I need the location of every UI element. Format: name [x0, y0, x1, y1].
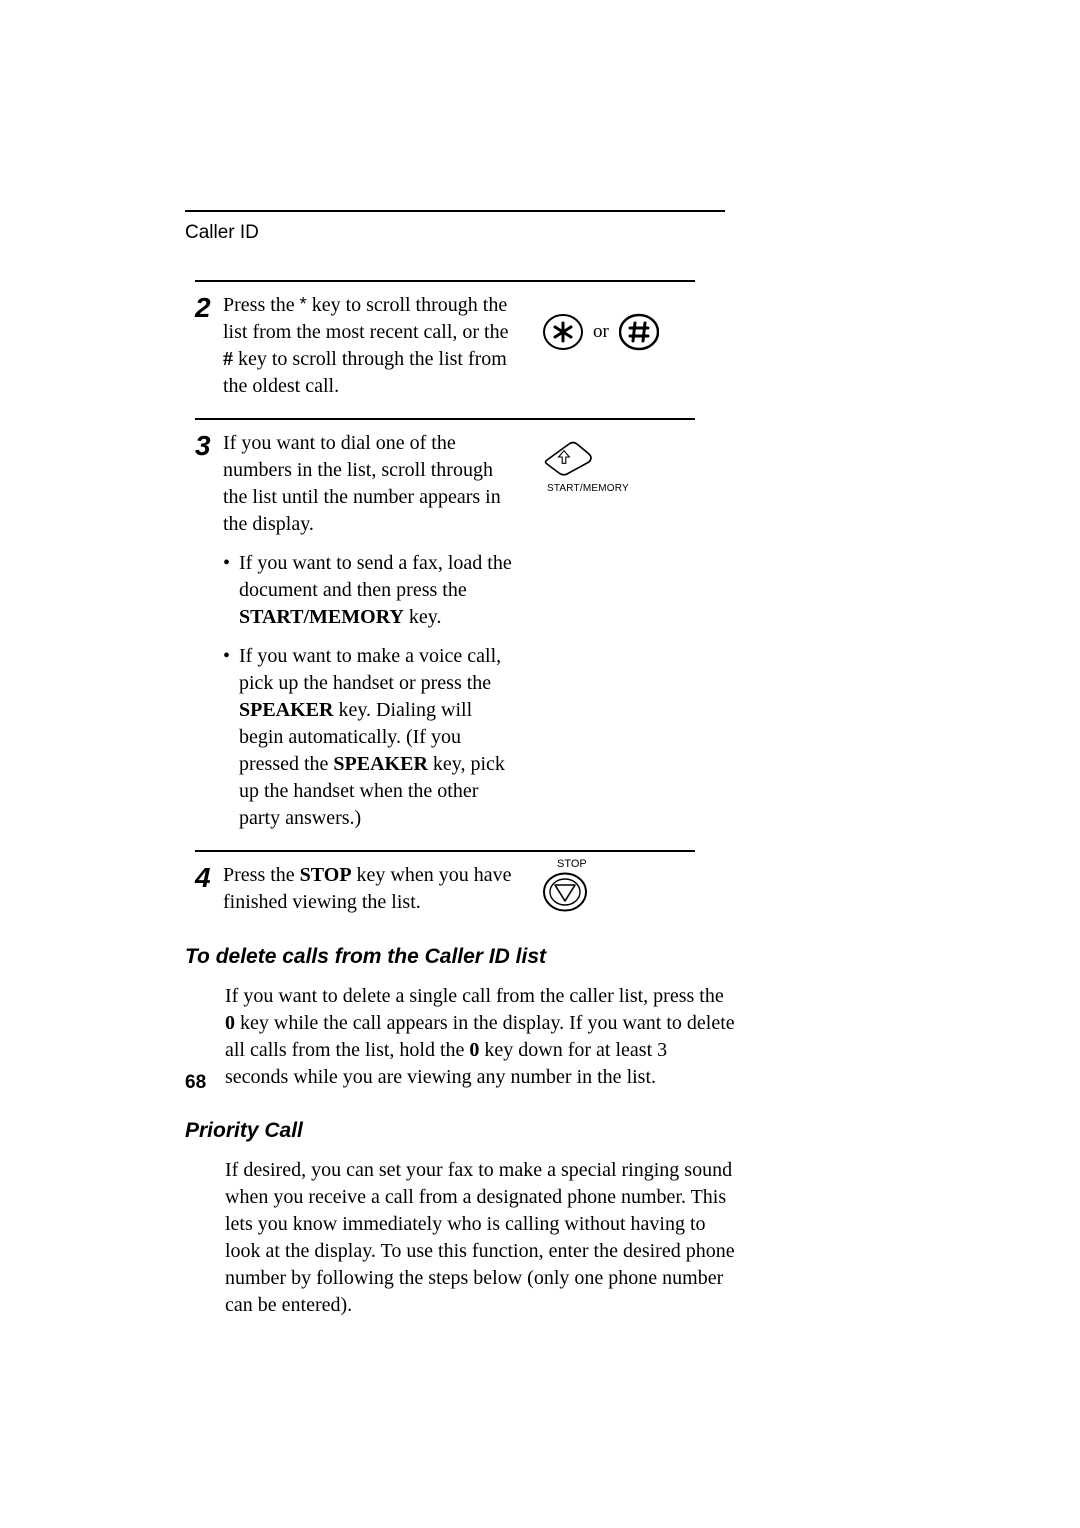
step-text: Press the * key to scroll through the li…: [223, 292, 513, 400]
text-fragment: key to scroll through the list from the …: [223, 348, 507, 397]
step-number: 3: [195, 432, 223, 460]
stop-label: STOP: [557, 858, 905, 870]
bullet-text: If you want to make a voice call, pick u…: [239, 643, 513, 832]
step-number: 2: [195, 294, 223, 322]
step-divider: [195, 418, 695, 420]
bullet-item: • If you want to send a fax, load the do…: [223, 550, 513, 631]
key-name: 0: [225, 1012, 235, 1034]
step-icons: START/MEMORY: [513, 430, 905, 494]
step-text: If you want to dial one of the numbers i…: [223, 430, 513, 832]
page-content: Caller ID 2 Press the * key to scroll th…: [185, 210, 905, 1319]
header-label: Caller ID: [185, 222, 905, 244]
asterisk-key-icon: [543, 312, 583, 352]
text-fragment: If you want to send a fax, load the docu…: [239, 552, 512, 601]
bullet-marker: •: [223, 643, 239, 832]
step-text: Press the STOP key when you have finishe…: [223, 862, 513, 916]
text-fragment: If you want to delete a single call from…: [225, 985, 724, 1007]
or-label: or: [593, 321, 609, 343]
text-fragment: key.: [404, 606, 442, 628]
step-intro: If you want to dial one of the numbers i…: [223, 430, 513, 538]
start-memory-label: START/MEMORY: [547, 483, 905, 494]
step-2: 2 Press the * key to scroll through the …: [195, 292, 905, 400]
step-4: 4 Press the STOP key when you have finis…: [195, 862, 905, 917]
header-rule: [185, 210, 725, 212]
stop-icon-wrap: STOP: [543, 858, 905, 917]
text-fragment: Press the: [223, 864, 300, 886]
step-divider: [195, 280, 695, 282]
key-name: SPEAKER: [333, 753, 427, 775]
start-memory-icon-wrap: START/MEMORY: [543, 440, 905, 494]
hash-key-icon: [619, 312, 659, 352]
start-memory-key-icon: [543, 440, 593, 476]
asterisk-key-glyph: *: [300, 294, 307, 314]
step-icons: or: [513, 292, 905, 352]
text-fragment: Press the: [223, 294, 300, 316]
key-name: STOP: [300, 864, 352, 886]
section-heading-delete: To delete calls from the Caller ID list: [185, 945, 905, 969]
stop-key-icon: [543, 872, 587, 912]
text-fragment: If you want to make a voice call, pick u…: [239, 645, 501, 694]
step-number: 4: [195, 864, 223, 892]
section-para-delete: If you want to delete a single call from…: [225, 983, 735, 1091]
hash-key-glyph: #: [223, 348, 233, 370]
page-number: 68: [185, 1072, 206, 1094]
bullet-text: If you want to send a fax, load the docu…: [239, 550, 513, 631]
key-name: SPEAKER: [239, 699, 333, 721]
section-heading-priority: Priority Call: [185, 1119, 905, 1143]
key-name: START/MEMORY: [239, 606, 404, 628]
step-3: 3 If you want to dial one of the numbers…: [195, 430, 905, 832]
bullet-item: • If you want to make a voice call, pick…: [223, 643, 513, 832]
step-icons: STOP: [513, 862, 905, 917]
section-para-priority: If desired, you can set your fax to make…: [225, 1157, 735, 1319]
step-divider: [195, 850, 695, 852]
key-row: or: [543, 312, 905, 352]
bullet-marker: •: [223, 550, 239, 631]
key-name: 0: [469, 1039, 479, 1061]
